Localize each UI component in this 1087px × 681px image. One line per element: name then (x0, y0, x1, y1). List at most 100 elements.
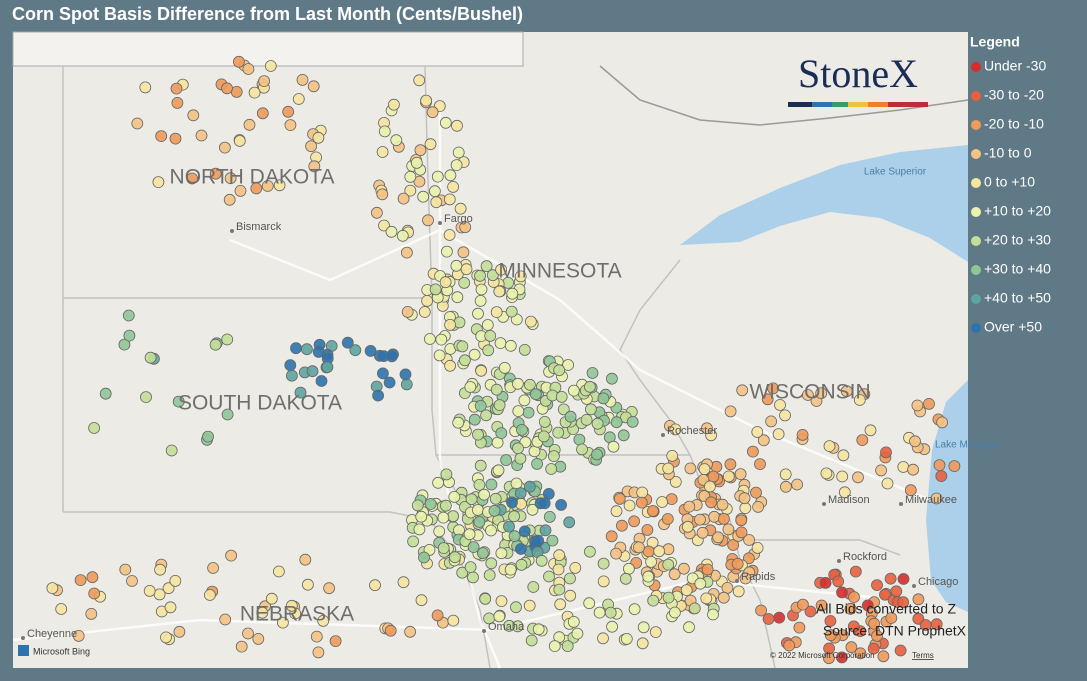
bid-dot (463, 528, 476, 541)
bid-dot (472, 428, 484, 441)
bid-dot (170, 82, 183, 95)
bid-dot (538, 497, 551, 510)
bid-dot (404, 170, 417, 183)
bid-dot (739, 502, 752, 515)
bid-dot (503, 619, 516, 632)
bid-dot (628, 603, 641, 616)
bid-dot (234, 184, 247, 197)
bid-dot (452, 416, 465, 429)
bid-dot (88, 587, 101, 600)
bid-dot (437, 542, 450, 554)
bid-dot (751, 542, 764, 554)
bid-dot (444, 169, 457, 182)
bid-dot (736, 384, 749, 397)
bid-dot (852, 471, 864, 484)
bid-dot (591, 417, 604, 430)
bid-dot (727, 539, 740, 551)
bid-dot (555, 498, 567, 511)
bid-dot (387, 98, 400, 111)
bid-dot (734, 468, 747, 481)
bing-attribution: Microsoft Bing (33, 646, 90, 656)
bid-dot (468, 348, 481, 361)
bid-dot (877, 650, 890, 663)
bid-dot (456, 340, 469, 353)
bid-dot (724, 405, 737, 418)
bid-dot (86, 571, 99, 584)
bid-dot (305, 140, 318, 153)
bid-dot (292, 93, 305, 105)
bid-dot (815, 387, 828, 400)
bid-dot (429, 283, 442, 296)
bid-dot (512, 442, 524, 455)
legend-swatch (971, 207, 981, 217)
bid-dot (495, 547, 508, 560)
bid-dot (606, 372, 618, 385)
bid-dot (447, 510, 460, 522)
bid-dot (401, 305, 414, 318)
city-label: Cheyenne (27, 628, 77, 640)
bid-dot (678, 562, 690, 575)
bid-dot (576, 443, 588, 456)
bid-dot (880, 446, 892, 459)
bid-dot (431, 609, 444, 622)
bid-dot (545, 463, 558, 475)
city-label: Madison (828, 494, 870, 506)
bid-dot (465, 493, 478, 506)
bid-dot (518, 525, 531, 538)
bid-dot (308, 160, 321, 173)
bid-dot (642, 570, 655, 583)
bid-dot (164, 601, 177, 614)
city-dot (230, 229, 234, 233)
bid-dot (580, 413, 593, 426)
bid-dot (417, 190, 430, 203)
bid-dot (935, 470, 948, 483)
bid-dot (433, 525, 446, 538)
bid-dot (284, 119, 297, 131)
bid-dot (762, 613, 775, 625)
bid-dot (404, 625, 417, 638)
bid-dot (647, 594, 660, 607)
bid-dot (868, 617, 880, 630)
terms-link[interactable]: Terms (912, 651, 934, 660)
bid-dot (431, 170, 444, 183)
bid-dot (694, 577, 707, 590)
bid-dot (447, 614, 460, 627)
legend-label: +20 to +30 (984, 232, 1051, 248)
legend-swatch (971, 149, 981, 159)
bid-dot (743, 552, 755, 565)
legend-swatch (971, 236, 981, 246)
bid-dot (296, 74, 309, 86)
bid-dot (605, 530, 618, 543)
state-border (424, 65, 471, 521)
bid-dot (471, 504, 484, 516)
bid-dot (377, 350, 390, 363)
bid-dot (539, 524, 552, 537)
bid-dot (479, 593, 492, 605)
bid-dot (376, 146, 389, 158)
bid-dot (414, 144, 427, 157)
bid-dot (474, 269, 486, 282)
city-dot (21, 636, 25, 640)
bid-dot (169, 575, 182, 587)
bid-dot (637, 621, 650, 634)
bid-dot (604, 606, 617, 619)
bid-dot (272, 565, 285, 578)
bid-dot (498, 361, 511, 374)
bid-dot (221, 408, 234, 421)
bid-dot (290, 342, 302, 355)
legend-swatch (971, 265, 981, 275)
bid-dot (666, 449, 679, 462)
bid-dot (739, 572, 752, 585)
bid-dot (538, 430, 550, 443)
bid-dot (933, 459, 946, 472)
bid-dot (495, 263, 508, 276)
bid-dot (85, 608, 98, 620)
bid-dot (341, 336, 354, 349)
bid-dot (523, 480, 536, 493)
bid-dot (948, 460, 961, 473)
bid-dot (564, 589, 577, 602)
logo-bar (848, 102, 868, 107)
bid-dot (493, 610, 506, 623)
bid-dot (144, 351, 157, 364)
bid-dot (481, 319, 494, 331)
